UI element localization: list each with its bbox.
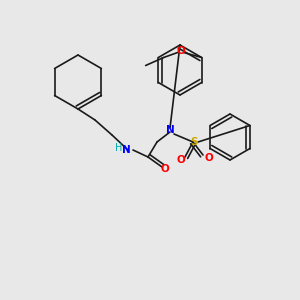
Text: O: O xyxy=(177,155,185,165)
Text: O: O xyxy=(205,153,213,163)
Text: O: O xyxy=(176,46,185,56)
Text: S: S xyxy=(190,137,198,147)
Text: N: N xyxy=(166,125,174,135)
Text: O: O xyxy=(160,164,169,174)
Text: H: H xyxy=(115,143,123,153)
Text: N: N xyxy=(122,145,130,155)
